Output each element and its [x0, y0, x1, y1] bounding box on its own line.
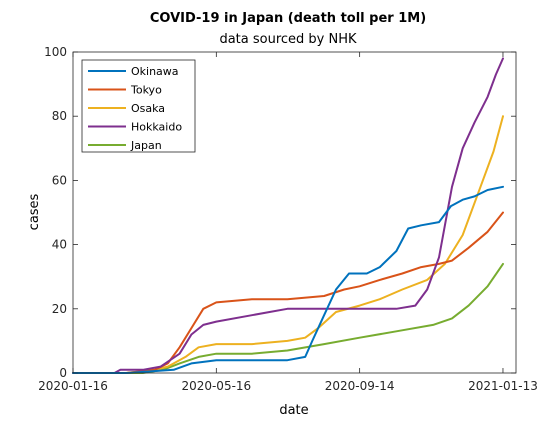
series-line-japan — [72, 262, 504, 374]
legend-label-hokkaido: Hokkaido — [131, 121, 182, 134]
y-axis-label: cases — [27, 193, 42, 230]
x-tick-label: 2020-05-16 — [181, 379, 251, 393]
x-tick-label: 2021-01-13 — [468, 379, 538, 393]
y-tick-label: 100 — [44, 45, 67, 59]
legend-box — [81, 59, 196, 153]
legend-entries: Okinawa Tokyo Osaka Hokkaido Japan — [88, 65, 182, 152]
y-tick-label: 80 — [52, 109, 67, 123]
y-tick-label: 40 — [52, 238, 67, 252]
legend-label-japan: Japan — [130, 139, 162, 152]
y-tick-label: 60 — [52, 173, 67, 187]
chart-title: COVID-19 in Japan (death toll per 1M) — [150, 11, 426, 26]
legend: Okinawa Tokyo Osaka Hokkaido Japan — [81, 59, 196, 153]
legend-label-tokyo: Tokyo — [130, 84, 162, 97]
x-axis-label: date — [279, 403, 308, 418]
x-tick-label: 2020-09-14 — [325, 379, 395, 393]
axes-box — [72, 51, 517, 374]
legend-label-okinawa: Okinawa — [131, 65, 179, 78]
y-tick-label: 0 — [59, 366, 67, 380]
tick-layer: 0 20 40 60 80 100 2020-01-16 2020-05-16 2020-09-… — [38, 45, 538, 393]
series-line-hokkaido — [72, 57, 504, 374]
chart-subtitle: data sourced by NHK — [219, 32, 357, 47]
series-layer — [72, 57, 504, 374]
x-tick-label: 2020-01-16 — [38, 379, 108, 393]
y-tick-label: 20 — [52, 302, 67, 316]
legend-label-osaka: Osaka — [131, 102, 165, 115]
series-line-okinawa — [72, 185, 504, 374]
